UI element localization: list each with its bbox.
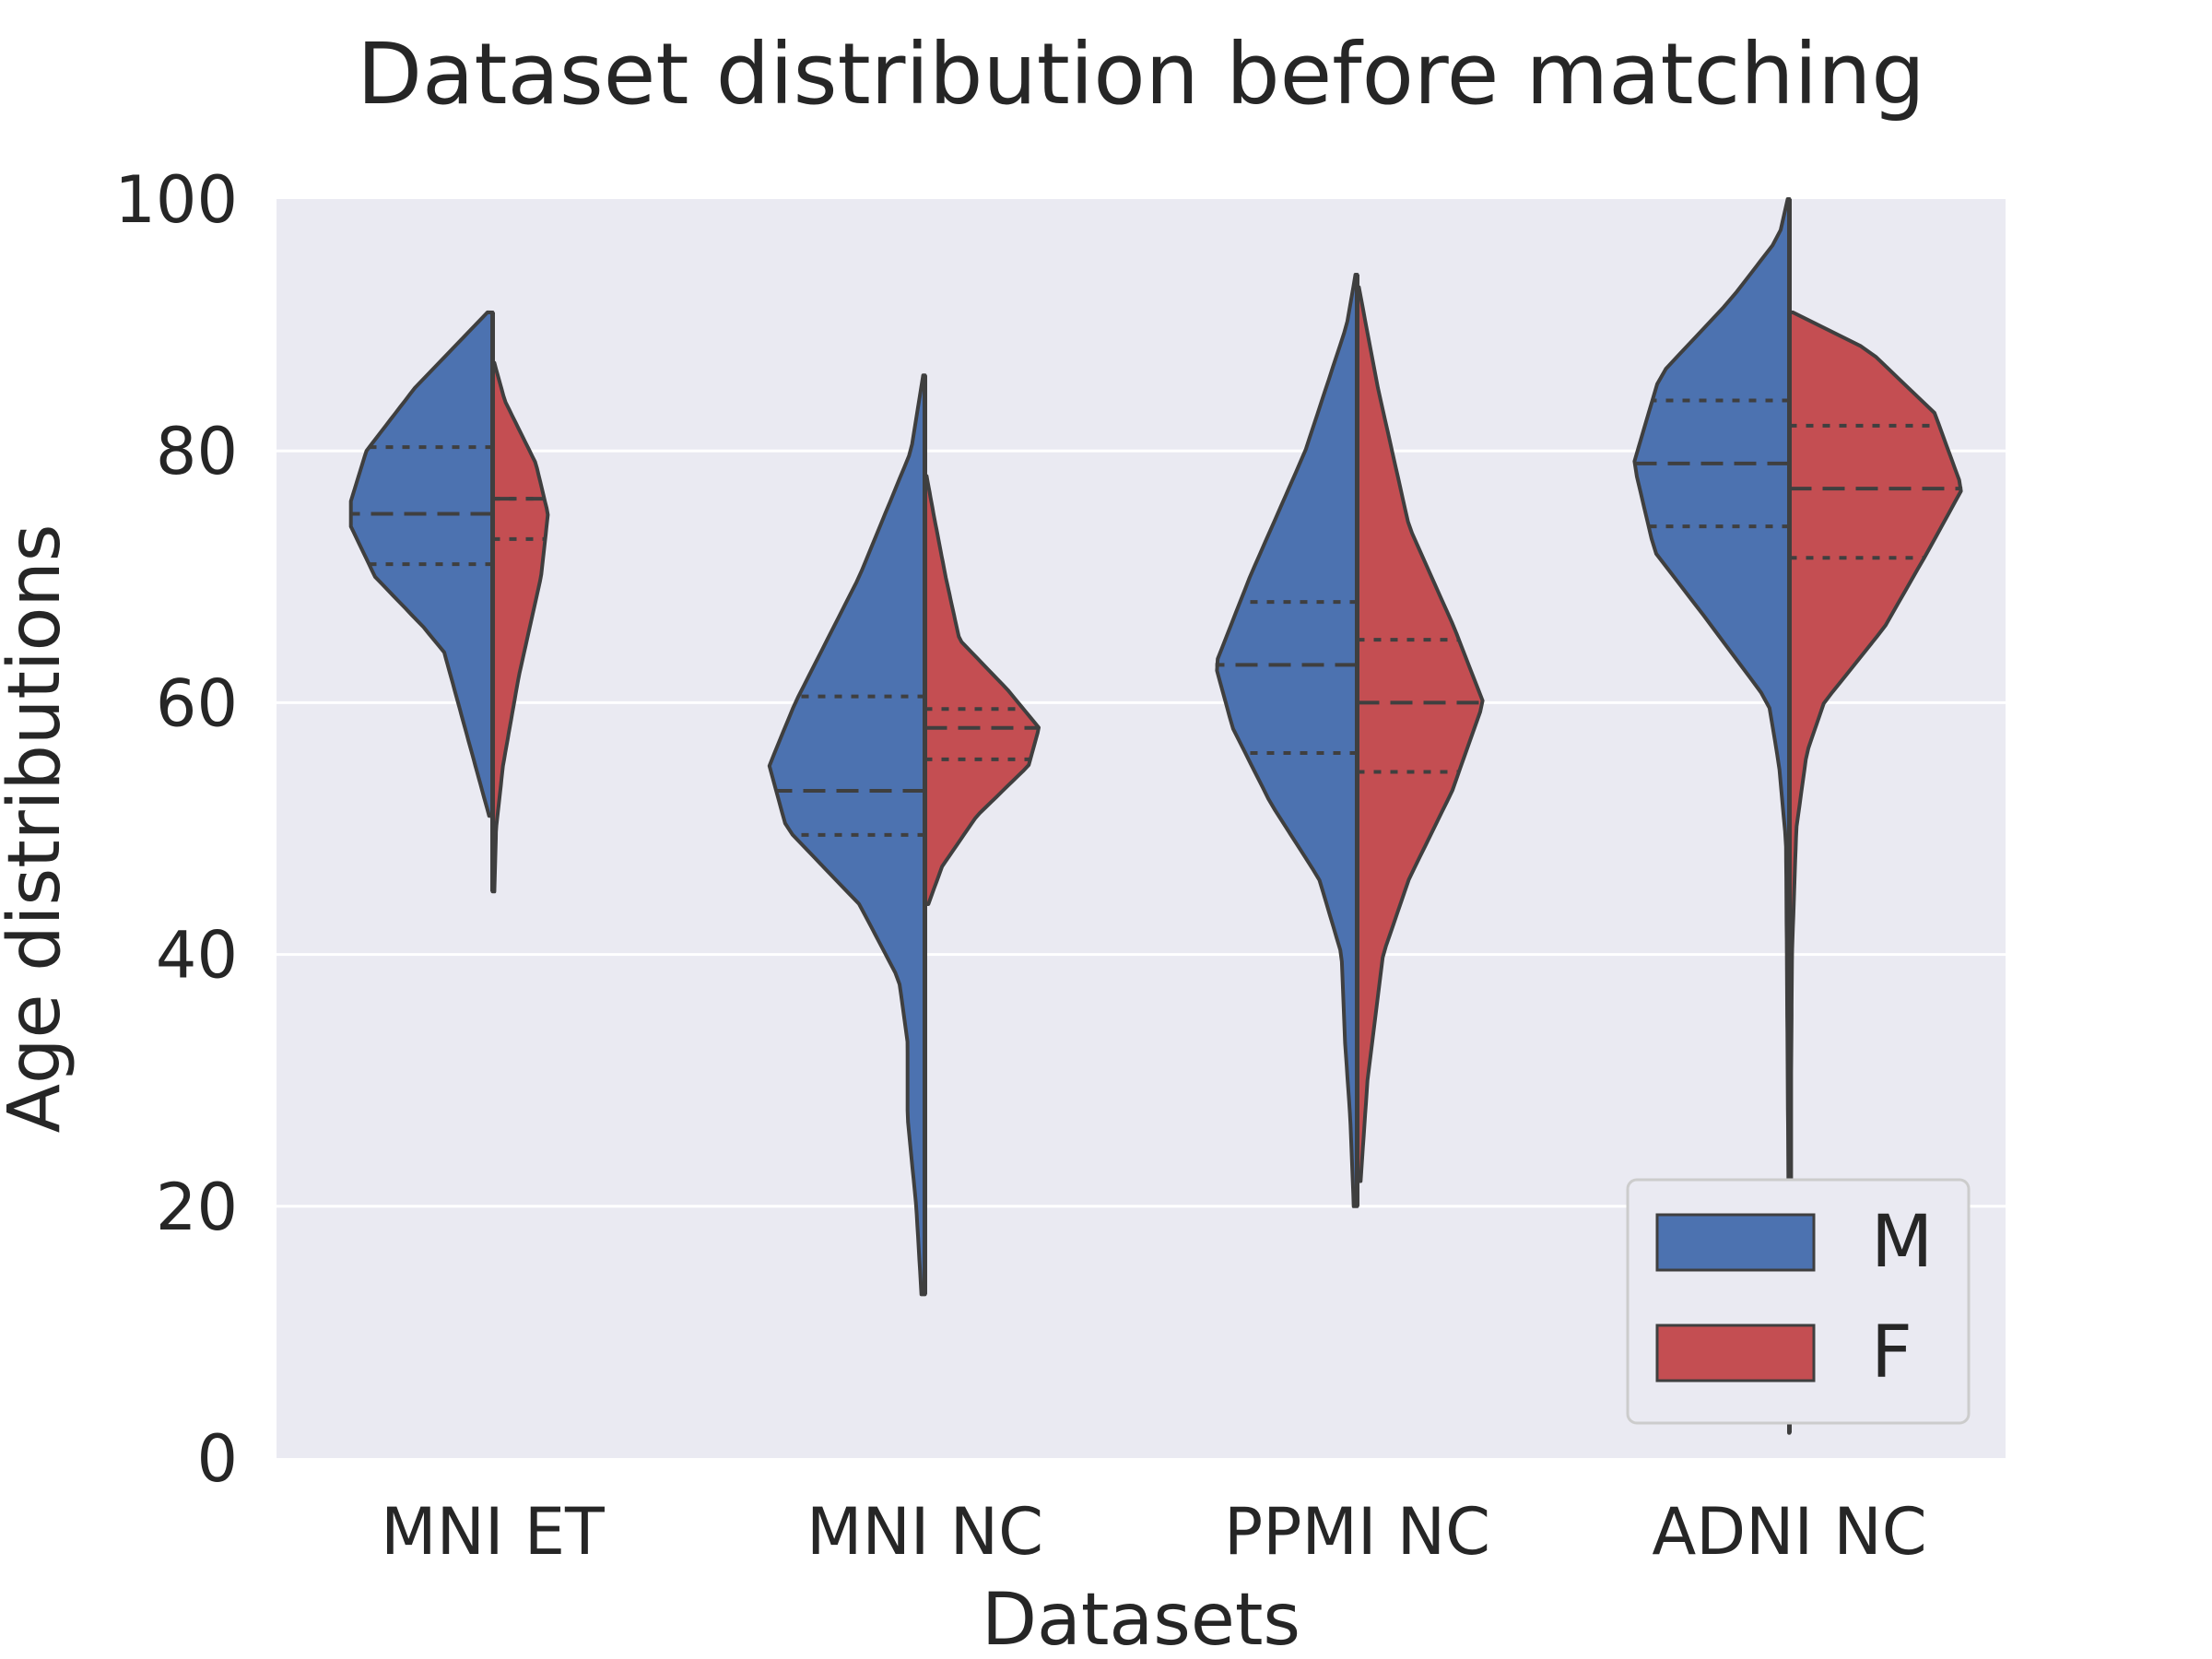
y-tick-label: 60	[156, 665, 238, 741]
y-tick-label: 0	[196, 1421, 238, 1497]
y-tick-label: 40	[156, 918, 238, 994]
chart-title: Dataset distribution before matching	[357, 25, 1925, 124]
legend-label-m: M	[1871, 1201, 1933, 1284]
x-tick-label: ADNI NC	[1652, 1494, 1926, 1570]
violin-body	[1355, 285, 1485, 1183]
violin-half-m	[1215, 272, 1359, 1208]
x-axis-title: Datasets	[982, 1579, 1300, 1659]
violin-body	[490, 360, 550, 894]
x-tick-label: PPMI NC	[1224, 1494, 1490, 1570]
y-tick-label: 80	[156, 414, 238, 489]
violin-body	[1215, 272, 1359, 1208]
legend-label-f: F	[1871, 1312, 1912, 1394]
violin-body	[923, 474, 1041, 906]
violin-half-f	[490, 360, 550, 894]
y-axis-ticks: 0 20 40 60 80 100	[114, 162, 238, 1497]
x-axis-ticks: MNI ET MNI NC PPMI NC ADNI NC	[381, 1494, 1926, 1570]
violins	[348, 197, 1963, 1435]
y-tick-label: 100	[114, 162, 238, 238]
x-tick-label: MNI NC	[806, 1494, 1043, 1570]
y-tick-label: 20	[156, 1170, 238, 1245]
violin-half-m	[348, 310, 495, 818]
legend-swatch-m	[1655, 1213, 1816, 1272]
legend-swatch-f	[1655, 1324, 1816, 1382]
y-axis-title: Age distributions	[0, 524, 76, 1134]
violin-half-m	[767, 373, 927, 1297]
x-tick-label: MNI ET	[381, 1494, 605, 1570]
violin-half-f	[923, 474, 1041, 906]
violin-half-f	[1355, 285, 1485, 1183]
legend: M F	[1626, 1178, 1971, 1425]
violin-body	[767, 373, 927, 1297]
